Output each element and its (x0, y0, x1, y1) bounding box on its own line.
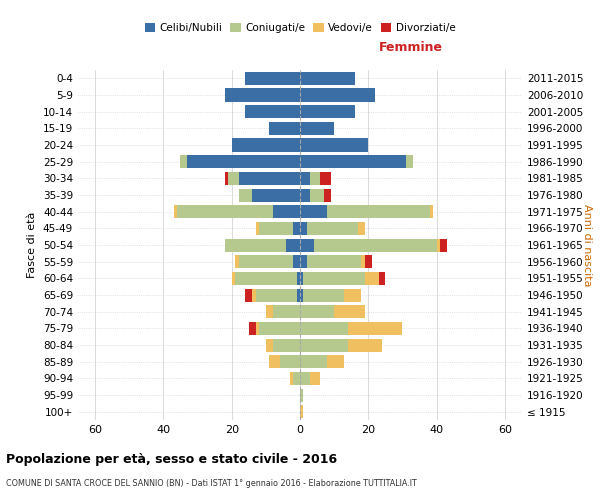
Bar (304, 288, 344, 302)
Bar (232, 272, 235, 285)
Bar (239, 172, 300, 185)
Bar (300, 205, 328, 218)
Bar (304, 272, 365, 285)
Bar (259, 322, 300, 335)
Bar (320, 172, 331, 185)
Legend: Celibi/Nubili, Coniugati/e, Vedovi/e, Divorziati/e: Celibi/Nubili, Coniugati/e, Vedovi/e, Di… (140, 19, 460, 38)
Bar (225, 88, 300, 102)
Bar (300, 222, 307, 235)
Bar (300, 105, 355, 118)
Bar (235, 272, 296, 285)
Bar (245, 288, 252, 302)
Bar (286, 238, 300, 252)
Bar (361, 255, 365, 268)
Bar (293, 222, 300, 235)
Bar (348, 338, 382, 351)
Bar (300, 188, 310, 202)
Bar (177, 205, 272, 218)
Bar (296, 272, 300, 285)
Bar (365, 272, 379, 285)
Bar (314, 238, 437, 252)
Bar (256, 322, 259, 335)
Bar (324, 188, 331, 202)
Text: COMUNE DI SANTA CROCE DEL SANNIO (BN) - Dati ISTAT 1° gennaio 2016 - Elaborazion: COMUNE DI SANTA CROCE DEL SANNIO (BN) - … (6, 479, 417, 488)
Bar (266, 305, 272, 318)
Bar (239, 188, 252, 202)
Bar (365, 255, 372, 268)
Bar (406, 155, 413, 168)
Bar (300, 138, 368, 151)
Bar (310, 172, 320, 185)
Bar (300, 372, 310, 385)
Y-axis label: Anni di nascita: Anni di nascita (582, 204, 592, 286)
Bar (252, 188, 300, 202)
Bar (307, 222, 358, 235)
Bar (252, 288, 256, 302)
Bar (430, 205, 433, 218)
Bar (245, 105, 300, 118)
Bar (300, 272, 304, 285)
Text: Femmine: Femmine (379, 42, 443, 54)
Bar (225, 238, 286, 252)
Bar (173, 205, 177, 218)
Bar (300, 338, 348, 351)
Bar (358, 222, 365, 235)
Bar (300, 305, 334, 318)
Bar (293, 255, 300, 268)
Bar (296, 288, 300, 302)
Bar (293, 372, 300, 385)
Bar (269, 355, 280, 368)
Bar (344, 288, 361, 302)
Bar (328, 355, 344, 368)
Bar (300, 255, 307, 268)
Bar (440, 238, 447, 252)
Bar (232, 138, 300, 151)
Bar (280, 355, 300, 368)
Bar (300, 288, 304, 302)
Bar (187, 155, 300, 168)
Bar (307, 255, 361, 268)
Bar (259, 222, 293, 235)
Bar (300, 405, 304, 418)
Bar (269, 122, 300, 135)
Text: Popolazione per età, sesso e stato civile - 2016: Popolazione per età, sesso e stato civil… (6, 452, 337, 466)
Bar (249, 322, 256, 335)
Bar (300, 72, 355, 85)
Bar (300, 172, 310, 185)
Bar (228, 172, 239, 185)
Bar (235, 255, 239, 268)
Bar (300, 88, 375, 102)
Bar (334, 305, 365, 318)
Bar (225, 172, 228, 185)
Bar (348, 322, 403, 335)
Bar (379, 272, 385, 285)
Bar (256, 288, 296, 302)
Bar (300, 238, 314, 252)
Bar (266, 338, 272, 351)
Bar (272, 338, 300, 351)
Bar (181, 155, 187, 168)
Bar (300, 355, 328, 368)
Bar (239, 255, 293, 268)
Bar (328, 205, 430, 218)
Bar (290, 372, 293, 385)
Bar (310, 188, 324, 202)
Bar (300, 322, 348, 335)
Bar (300, 388, 304, 402)
Bar (310, 372, 320, 385)
Bar (272, 205, 300, 218)
Y-axis label: Fasce di età: Fasce di età (28, 212, 37, 278)
Bar (245, 72, 300, 85)
Bar (256, 222, 259, 235)
Bar (437, 238, 440, 252)
Bar (300, 122, 334, 135)
Bar (272, 305, 300, 318)
Bar (300, 155, 406, 168)
